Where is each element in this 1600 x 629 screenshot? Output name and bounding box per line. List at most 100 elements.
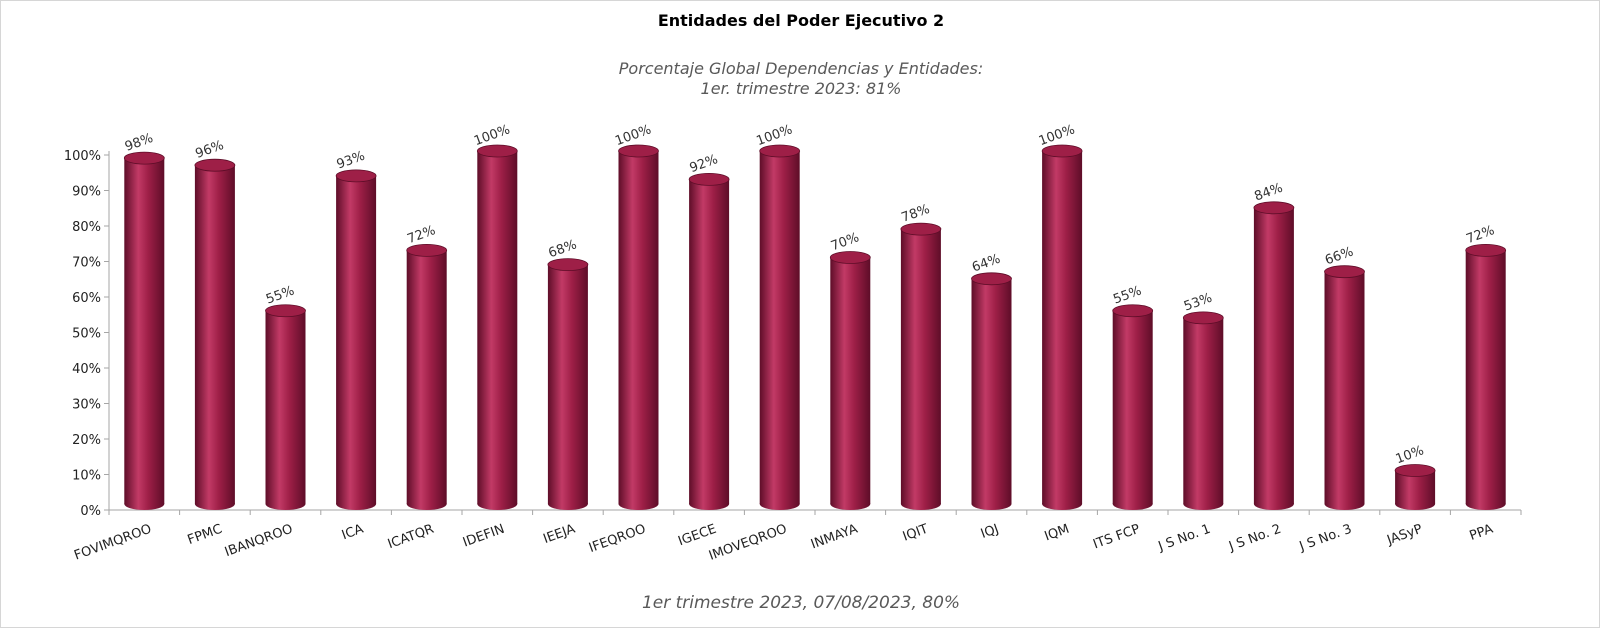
data-label: 70% [829, 230, 861, 254]
data-label: 93% [335, 149, 367, 173]
bar-ica [335, 169, 377, 510]
bar-top [265, 304, 306, 318]
bar-body [336, 175, 377, 504]
bar-idefin [476, 144, 518, 510]
bar-iqm [1041, 144, 1083, 510]
bar-top [194, 158, 236, 172]
bar-base [265, 498, 306, 510]
bar-inmaya [829, 251, 871, 510]
data-label: 98% [123, 131, 155, 155]
bar-top [123, 151, 165, 165]
bar-igece [688, 172, 730, 510]
data-label: 72% [1464, 223, 1496, 247]
bar-base [194, 498, 235, 510]
chart-title: Entidades del Poder Ejecutivo 2 [657, 11, 945, 30]
category-label: ICA [340, 522, 366, 544]
category-label: IFEQROO [587, 522, 648, 556]
bar-top [688, 172, 730, 186]
category-label: IQM [1043, 522, 1072, 545]
data-label: 68% [547, 237, 579, 261]
bar-body [1042, 151, 1083, 504]
bar-base [1183, 498, 1224, 510]
category-label: PPA [1468, 522, 1496, 544]
category-label: INMAYA [809, 522, 860, 553]
category-label: ICATQR [386, 522, 436, 553]
bar-body [830, 257, 871, 504]
category-label: J S No. 3 [1297, 522, 1354, 555]
data-label: 92% [688, 152, 720, 176]
bar-base [1324, 498, 1365, 510]
bar-top [547, 258, 589, 272]
bar-top [1112, 304, 1154, 318]
bar-base [971, 498, 1012, 510]
bar-top [759, 144, 801, 158]
bar-top [1182, 311, 1224, 325]
category-label: IEEJA [541, 522, 577, 547]
bar-body [547, 264, 588, 504]
bar-body [406, 250, 447, 504]
bar-iqj [971, 272, 1012, 510]
bar-top [335, 169, 377, 183]
y-tick-label: 90% [72, 185, 101, 200]
bar-icatqr [406, 243, 448, 510]
chart-footer-note: 1er trimestre 2023, 07/08/2023, 80% [641, 593, 961, 613]
category-label: IGECE [676, 522, 718, 550]
bar-body [1112, 310, 1153, 504]
bar-body [1324, 271, 1365, 504]
bar-top [618, 144, 659, 158]
category-label: IQJ [979, 522, 1001, 542]
category-label: ITS FCP [1091, 522, 1142, 553]
data-label: 78% [900, 202, 932, 226]
data-label: 66% [1323, 244, 1355, 268]
data-label: 96% [194, 138, 226, 162]
data-label: 10% [1394, 443, 1426, 467]
category-label: J S No. 2 [1226, 522, 1283, 555]
bar-imoveqroo [759, 144, 801, 510]
data-label: 55% [264, 283, 296, 307]
y-tick-label: 50% [72, 327, 101, 342]
bar-jasyp [1394, 464, 1436, 510]
data-label: 84% [1253, 181, 1285, 205]
data-label: 53% [1182, 291, 1214, 315]
bar-top [900, 222, 942, 236]
bar-base [1395, 498, 1436, 510]
bar-base [1465, 498, 1506, 510]
bar-top [1465, 243, 1507, 257]
bar-ibanqroo [265, 304, 306, 510]
category-label: JASyP [1384, 522, 1424, 549]
bar-body [900, 229, 941, 504]
bar-body [477, 151, 518, 504]
bar-top [1041, 144, 1083, 158]
bar-body [194, 165, 235, 504]
bar-body [618, 151, 659, 504]
y-tick-label: 10% [72, 469, 101, 484]
bar-ppa [1465, 243, 1507, 510]
y-tick-label: 80% [72, 220, 101, 235]
bar-top [829, 251, 871, 264]
bar-j-s-no-2 [1253, 201, 1295, 510]
bar-fpmc [194, 158, 236, 510]
bar-base [1112, 498, 1153, 510]
bar-top [1324, 265, 1365, 279]
data-label: 72% [405, 223, 437, 247]
bar-ifeqroo [618, 144, 659, 510]
bar-base [406, 498, 447, 510]
bar-its-fcp [1112, 304, 1154, 510]
y-tick-label: 20% [72, 433, 101, 448]
data-label: 64% [970, 252, 1002, 276]
bar-top [406, 243, 448, 257]
bar-j-s-no-3 [1324, 265, 1365, 510]
chart-subtitle-line-2: 1er. trimestre 2023: 81% [700, 79, 902, 98]
bar-base [830, 498, 871, 510]
bar-top [1253, 201, 1295, 215]
category-label: FOVIMQROO [72, 522, 153, 564]
category-label: FPMC [186, 522, 225, 548]
y-tick-label: 40% [72, 362, 101, 377]
bar-base [336, 498, 377, 510]
category-label: IQIT [901, 522, 930, 545]
bar-top [971, 272, 1012, 286]
bar-base [689, 498, 730, 510]
category-label: IBANQROO [223, 522, 295, 560]
category-label: J S No. 1 [1156, 522, 1213, 555]
